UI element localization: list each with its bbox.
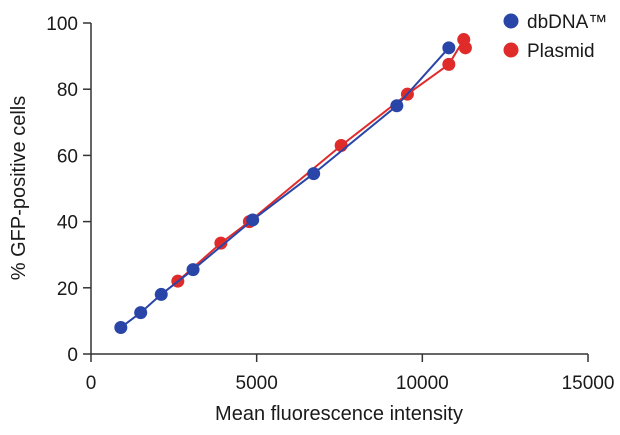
legend-label-plasmid: Plasmid [527,41,595,62]
y-tick-label: 60 [57,146,78,167]
series-line-dbdna [120,47,450,329]
data-point-dbdna [134,306,148,320]
legend: dbDNA™ Plasmid [503,12,607,62]
series-layer [114,33,472,335]
data-point-dbdna [154,287,168,301]
data-point-dbdna [246,213,260,227]
y-tick-label: 80 [57,80,78,101]
data-point-plasmid [458,41,472,55]
data-point-dbdna [114,321,128,335]
legend-marker-plasmid [503,42,519,58]
legend-item-plasmid: Plasmid [503,41,595,62]
x-axis-label: Mean fluorescence intensity [215,403,463,425]
data-point-plasmid [442,57,456,71]
x-tick-label: 15000 [562,373,615,394]
legend-item-dbdna: dbDNA™ [503,12,607,33]
data-point-dbdna [390,99,404,113]
y-axis-label: % GFP-positive cells [8,96,30,281]
data-point-dbdna [442,41,456,55]
legend-label-dbdna: dbDNA™ [527,12,607,33]
y-tick-label: 100 [46,14,78,35]
y-tick-label: 0 [67,345,78,366]
data-point-dbdna [186,263,200,277]
y-tick-label: 20 [57,279,78,300]
data-point-dbdna [307,167,321,181]
legend-marker-dbdna [503,13,519,29]
x-tick-label: 5000 [236,373,278,394]
x-tick-label: 0 [86,373,97,394]
data-point-plasmid [214,236,228,250]
series-dbdna [114,41,456,335]
axes: 0 20 40 60 80 100 0 5000 10000 15000 [46,14,614,394]
x-tick-label: 10000 [396,373,449,394]
y-tick-label: 40 [57,213,78,234]
